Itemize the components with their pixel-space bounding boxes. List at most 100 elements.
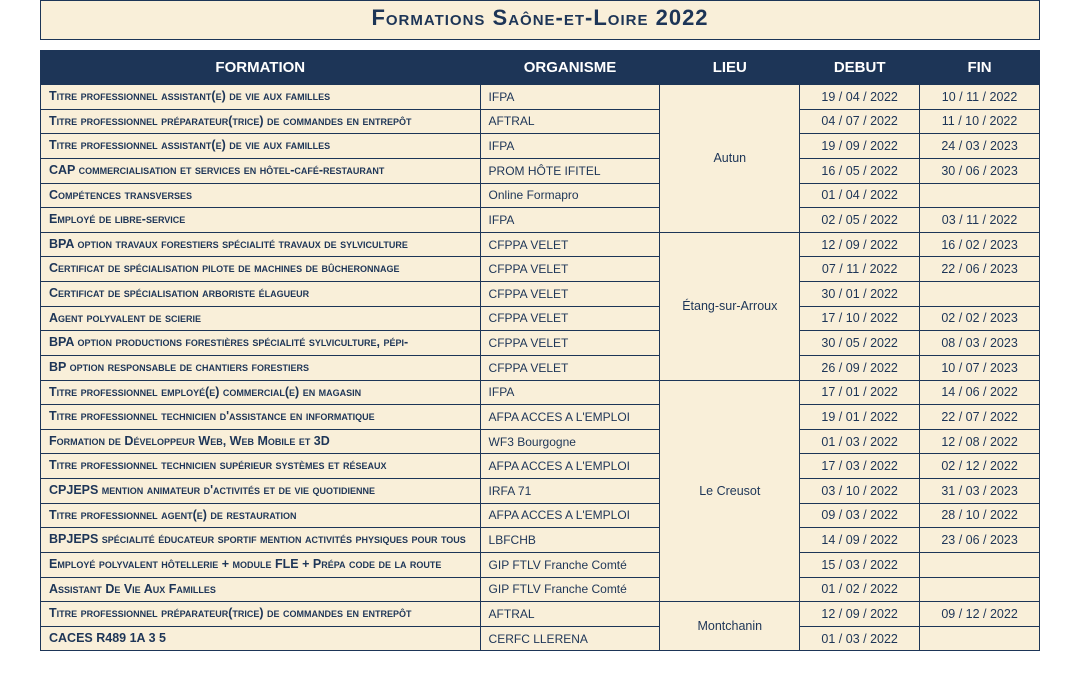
cell-fin [920, 282, 1040, 307]
cell-formation: Titre professionnel technicien supérieur… [41, 454, 481, 479]
cell-formation: BPA option travaux forestiers spécialité… [41, 232, 481, 257]
cell-fin: 14 / 06 / 2022 [920, 380, 1040, 405]
cell-debut: 12 / 09 / 2022 [800, 602, 920, 627]
cell-lieu: Étang-sur-Arroux [660, 232, 800, 380]
cell-debut: 01 / 03 / 2022 [800, 626, 920, 651]
cell-organisme: CFPPA VELET [480, 306, 660, 331]
table-row: Titre professionnel agent(e) de restaura… [41, 503, 1040, 528]
cell-fin: 03 / 11 / 2022 [920, 208, 1040, 233]
formations-table: FORMATION ORGANISME LIEU DEBUT FIN Titre… [40, 50, 1040, 651]
cell-debut: 17 / 10 / 2022 [800, 306, 920, 331]
cell-debut: 15 / 03 / 2022 [800, 552, 920, 577]
table-row: Titre professionnel technicien supérieur… [41, 454, 1040, 479]
cell-organisme: WF3 Bourgogne [480, 429, 660, 454]
cell-organisme: IFPA [480, 85, 660, 110]
table-row: Employé de libre-serviceIFPA 02 / 05 / 20… [41, 208, 1040, 233]
cell-debut: 02 / 05 / 2022 [800, 208, 920, 233]
cell-formation: Employé polyvalent hôtellerie + module F… [41, 552, 481, 577]
table-row: Titre professionnel assistant(e) de vie … [41, 85, 1040, 110]
cell-fin: 30 / 06 / 2023 [920, 158, 1040, 183]
cell-debut: 01 / 03 / 2022 [800, 429, 920, 454]
table-row: CPJEPS mention animateur d'activités et … [41, 479, 1040, 504]
cell-formation: Assistant De Vie Aux Familles [41, 577, 481, 602]
cell-debut: 30 / 05 / 2022 [800, 331, 920, 356]
cell-lieu: Autun [660, 85, 800, 233]
cell-fin: 31 / 03 / 2023 [920, 479, 1040, 504]
col-organisme: ORGANISME [480, 51, 660, 85]
cell-organisme: AFPA ACCES A L'EMPLOI [480, 454, 660, 479]
cell-fin: 28 / 10 / 2022 [920, 503, 1040, 528]
cell-formation: Compétences transverses [41, 183, 481, 208]
cell-formation: Titre professionnel agent(e) de restaura… [41, 503, 481, 528]
cell-lieu: Montchanin [660, 602, 800, 651]
cell-debut: 19 / 01 / 2022 [800, 405, 920, 430]
table-row: Formation de Développeur Web, Web Mobile… [41, 429, 1040, 454]
table-row: Titre professionnel technicien d'assista… [41, 405, 1040, 430]
cell-formation: Formation de Développeur Web, Web Mobile… [41, 429, 481, 454]
cell-debut: 07 / 11 / 2022 [800, 257, 920, 282]
cell-formation: CAP commercialisation et services en hôt… [41, 158, 481, 183]
cell-formation: Titre professionnel technicien d'assista… [41, 405, 481, 430]
cell-formation: CPJEPS mention animateur d'activités et … [41, 479, 481, 504]
cell-fin: 09 / 12 / 2022 [920, 602, 1040, 627]
cell-organisme: AFPA ACCES A L'EMPLOI [480, 503, 660, 528]
cell-formation: Titre professionnel assistant(e) de vie … [41, 85, 481, 110]
table-row: Titre professionnel préparateur(trice) d… [41, 602, 1040, 627]
table-row: CAP commercialisation et services en hôt… [41, 158, 1040, 183]
cell-debut: 19 / 09 / 2022 [800, 134, 920, 159]
cell-organisme: AFPA ACCES A L'EMPLOI [480, 405, 660, 430]
cell-debut: 16 / 05 / 2022 [800, 158, 920, 183]
table-row: Certificat de spécialisation arboriste é… [41, 282, 1040, 307]
cell-organisme: GIP FTLV Franche Comté [480, 552, 660, 577]
table-row: Titre professionnel employé(e) commercia… [41, 380, 1040, 405]
cell-fin: 10 / 07 / 2023 [920, 355, 1040, 380]
cell-debut: 17 / 01 / 2022 [800, 380, 920, 405]
cell-organisme: IFPA [480, 208, 660, 233]
cell-debut: 09 / 03 / 2022 [800, 503, 920, 528]
cell-lieu: Le Creusot [660, 380, 800, 602]
cell-debut: 17 / 03 / 2022 [800, 454, 920, 479]
cell-formation: Titre professionnel employé(e) commercia… [41, 380, 481, 405]
cell-organisme: LBFCHB [480, 528, 660, 553]
cell-formation: Certificat de spécialisation arboriste é… [41, 282, 481, 307]
cell-fin [920, 577, 1040, 602]
cell-organisme: CERFC LLERENA [480, 626, 660, 651]
table-row: Compétences transversesOnline Formapro 01… [41, 183, 1040, 208]
cell-organisme: AFTRAL [480, 602, 660, 627]
table-row: Titre professionnel assistant(e) de vie … [41, 134, 1040, 159]
cell-formation: Titre professionnel préparateur(trice) d… [41, 602, 481, 627]
cell-fin [920, 552, 1040, 577]
cell-fin: 16 / 02 / 2023 [920, 232, 1040, 257]
cell-formation: Titre professionnel assistant(e) de vie … [41, 134, 481, 159]
cell-debut: 30 / 01 / 2022 [800, 282, 920, 307]
cell-organisme: CFPPA VELET [480, 257, 660, 282]
table-row: Certificat de spécialisation pilote de m… [41, 257, 1040, 282]
cell-fin: 22 / 06 / 2023 [920, 257, 1040, 282]
cell-fin: 24 / 03 / 2023 [920, 134, 1040, 159]
cell-formation: Agent polyvalent de scierie [41, 306, 481, 331]
table-row: Titre professionnel préparateur(trice) d… [41, 109, 1040, 134]
col-lieu: LIEU [660, 51, 800, 85]
cell-fin: 22 / 07 / 2022 [920, 405, 1040, 430]
cell-debut: 14 / 09 / 2022 [800, 528, 920, 553]
table-row: Assistant De Vie Aux FamillesGIP FTLV Fr… [41, 577, 1040, 602]
cell-fin: 10 / 11 / 2022 [920, 85, 1040, 110]
cell-formation: Certificat de spécialisation pilote de m… [41, 257, 481, 282]
cell-organisme: CFPPA VELET [480, 282, 660, 307]
cell-organisme: PROM HÔTE IFITEL [480, 158, 660, 183]
cell-fin: 02 / 12 / 2022 [920, 454, 1040, 479]
col-formation: FORMATION [41, 51, 481, 85]
col-debut: DEBUT [800, 51, 920, 85]
table-row: BPA option productions forestières spéci… [41, 331, 1040, 356]
cell-organisme: IFPA [480, 380, 660, 405]
table-row: BP option responsable de chantiers fores… [41, 355, 1040, 380]
cell-organisme: Online Formapro [480, 183, 660, 208]
cell-fin [920, 626, 1040, 651]
cell-debut: 01 / 04 / 2022 [800, 183, 920, 208]
cell-formation: CACES R489 1A 3 5 [41, 626, 481, 651]
col-fin: FIN [920, 51, 1040, 85]
cell-organisme: AFTRAL [480, 109, 660, 134]
cell-formation: Employé de libre-service [41, 208, 481, 233]
table-body: Titre professionnel assistant(e) de vie … [41, 85, 1040, 651]
cell-organisme: GIP FTLV Franche Comté [480, 577, 660, 602]
